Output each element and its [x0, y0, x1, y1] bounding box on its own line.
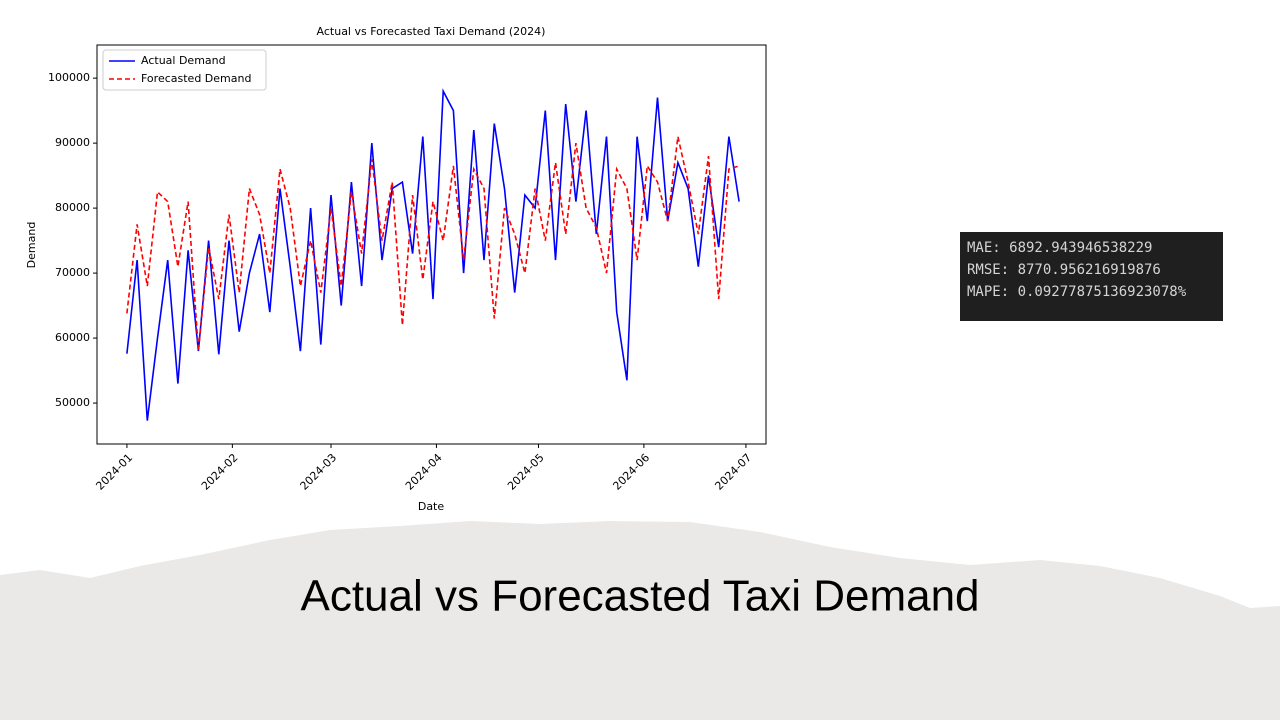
chart-title: Actual vs Forecasted Taxi Demand (2024)	[317, 25, 546, 38]
torn-paper-band	[0, 521, 1280, 720]
x-tick-label: 2024-05	[505, 451, 547, 493]
y-tick-label: 100000	[48, 71, 90, 84]
plot-frame	[96, 44, 767, 445]
x-tick-label: 2024-07	[712, 451, 754, 493]
series-line	[126, 136, 740, 352]
y-tick-label: 80000	[55, 201, 90, 214]
x-tick-label: 2024-06	[610, 451, 652, 493]
x-axis-label: Date	[418, 500, 445, 513]
metric-mae: MAE: 6892.943946538229	[967, 240, 1152, 256]
y-tick-label: 50000	[55, 396, 90, 409]
x-tick-label: 2024-03	[298, 451, 340, 493]
x-tick-label: 2024-02	[199, 451, 241, 493]
chart: Actual vs Forecasted Taxi Demand (2024) …	[25, 25, 767, 513]
x-tick-label: 2024-04	[403, 451, 445, 493]
metric-rmse: RMSE: 8770.956216919876	[967, 262, 1161, 278]
legend-box	[102, 49, 267, 91]
x-tick-label: 2024-01	[93, 451, 135, 493]
legend-label: Actual Demand	[141, 54, 226, 67]
y-tick-label: 70000	[55, 266, 90, 279]
y-tick-label: 60000	[55, 331, 90, 344]
metric-mape: MAPE: 0.09277875136923078%	[967, 284, 1187, 300]
metrics-panel	[960, 232, 1223, 321]
slide-title: Actual vs Forecasted Taxi Demand	[300, 572, 979, 621]
y-tick-label: 90000	[55, 136, 90, 149]
legend-label: Forecasted Demand	[141, 72, 251, 85]
y-axis-label: Demand	[25, 222, 38, 269]
series-line	[126, 88, 740, 421]
